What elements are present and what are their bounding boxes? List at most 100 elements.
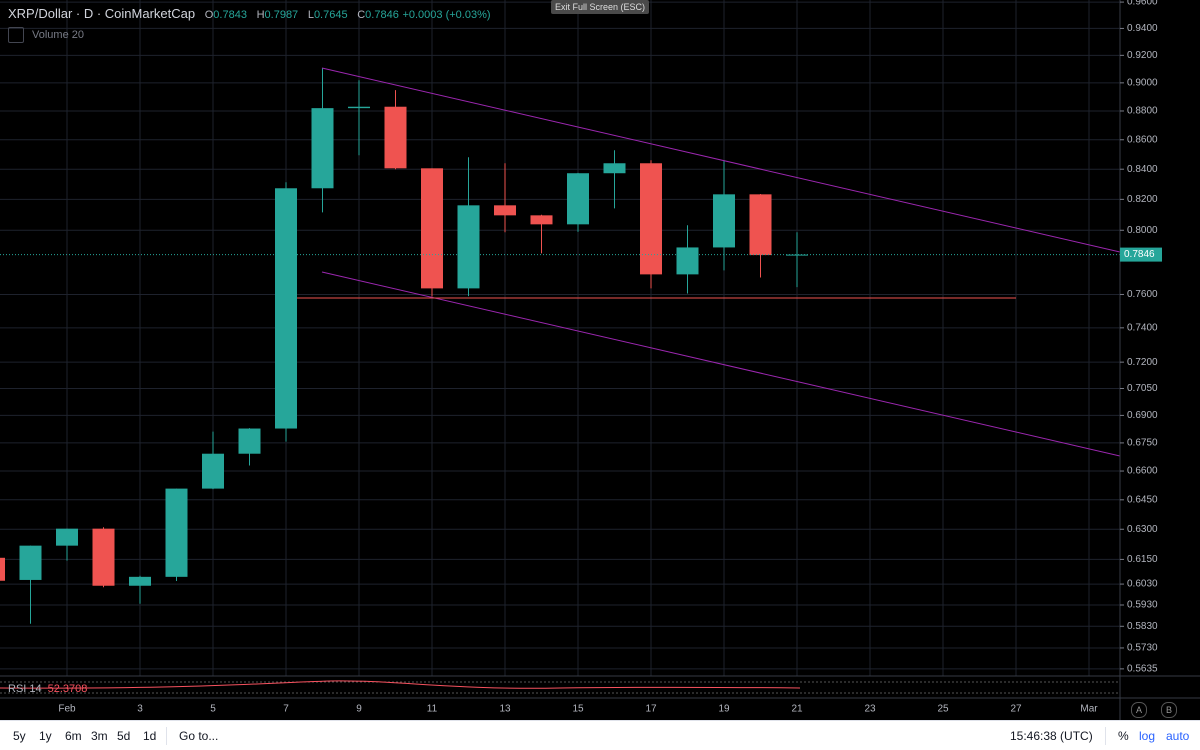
y-tick-label: 0.8400 [1127,164,1158,175]
collapse-button[interactable] [8,27,24,43]
candle-body [348,106,370,109]
toolbar: 5y 1y 6m 3m 5d 1d Go to... 15:46:38 (UTC)% log au… [0,720,1200,750]
y-tick-label: 0.9600 [1127,0,1158,8]
x-tick-label: Mar [1080,704,1098,715]
y-tick-label: 0.9000 [1127,77,1158,88]
range-button[interactable]: 5d [117,729,131,743]
y-tick-label: 0.7600 [1127,289,1158,300]
rsi-value: 52.3708 [47,683,88,695]
y-tick-label: 0.8800 [1127,106,1158,117]
y-tick-label: 0.9200 [1127,50,1158,61]
x-tick-label: 9 [356,704,362,715]
trend-line [321,67,1120,253]
x-tick-label: 5 [210,704,216,715]
x-tick-label: Feb [58,704,76,715]
x-tick-label: 21 [791,704,803,715]
candle-body [530,215,553,225]
candle-body [56,528,78,546]
range-button[interactable]: 5y [13,729,26,743]
candle-body [567,173,589,225]
y-tick-label: 0.6600 [1127,466,1158,477]
y-tick-label: 0.8000 [1127,225,1158,236]
candle-body [421,168,443,289]
x-tick-label: 13 [499,704,511,715]
clock: 15:46:38 (UTC) [1010,729,1093,743]
symbol-title: XRP/Dollar · D · CoinMarketCap [8,6,196,21]
separator [166,727,167,745]
candle-body [238,428,261,454]
candle-body [165,488,188,577]
y-tick-label: 0.5635 [1127,664,1158,675]
separator [1105,727,1106,745]
legend: XRP/Dollar · D · CoinMarketCap O0.7843 H… [8,6,491,21]
candle-body [749,194,772,256]
x-tick-label: 15 [572,704,584,715]
y-tick-label: 0.5730 [1127,643,1158,654]
scale-option[interactable]: auto [1166,729,1190,743]
x-tick-label: 11 [427,704,438,715]
ohlc-value: 0.7843 [213,9,247,21]
y-tick-label: 0.6300 [1127,524,1158,535]
candle-body [19,545,42,580]
y-tick-label: 0.7050 [1127,383,1158,394]
exit-fullscreen[interactable]: Exit Full Screen (ESC) [551,0,649,14]
y-tick-label: 0.6750 [1127,438,1158,449]
x-tick-label: 19 [718,704,730,715]
candle-body [0,557,5,581]
badge[interactable]: B [1161,702,1177,718]
x-tick-label: 3 [137,704,143,715]
rsi-line [0,680,801,689]
ohlc-key: O [204,9,214,21]
ohlc-value: 0.7645 [313,9,348,21]
candle-body [603,163,626,174]
axes: 0.9600 0.9400 0.9200 0.9000 0.8800 0.8600 0.84… [58,0,1162,715]
range-button[interactable]: 3m [91,729,108,743]
y-tick-label: 0.7200 [1127,357,1158,368]
range-button[interactable]: 6m [65,729,82,743]
candle-body [384,106,407,169]
volume-legend: Volume 20 [8,27,84,43]
plot [0,68,1120,624]
candle-body [311,108,334,189]
scale-option[interactable]: log [1139,729,1156,743]
trend-line [321,271,1120,457]
ohlc-value: 0.7987 [264,9,299,21]
chart: 0.9600 0.9400 0.9200 0.9000 0.8800 0.8600 0.84… [0,0,1200,720]
x-tick-label: 17 [645,704,657,715]
ohlc-key: H [256,9,265,21]
candle-body [275,188,297,429]
range-button[interactable]: 1d [143,729,157,743]
x-tick-label: 23 [864,704,876,715]
rsi-legend: RSI 14 52.3708 [8,683,87,695]
x-tick-label: 27 [1010,704,1022,715]
candle-body [129,576,151,586]
candle-body [786,254,808,256]
x-tick-label: 25 [937,704,949,715]
ohlc-key: C [357,9,366,21]
last-price-box [1120,247,1162,262]
scale-option[interactable]: % [1118,729,1129,743]
candle-body [202,453,224,489]
badge[interactable]: A [1131,702,1147,718]
candle-body [457,205,480,289]
goto-button[interactable]: Go to... [179,729,219,743]
y-tick-label: 0.5830 [1127,621,1158,632]
volume-label: Volume 20 [32,29,84,41]
ohlc-key: L [307,9,314,21]
y-tick-label: 0.6900 [1127,410,1158,421]
change: +0.0003 (+0.03%) [402,9,491,21]
y-tick-label: 0.8600 [1127,134,1158,145]
y-tick-label: 0.7400 [1127,322,1158,333]
y-tick-label: 0.9400 [1127,23,1158,34]
candle-body [713,194,735,248]
range-button[interactable]: 1y [39,729,52,743]
candle-body [92,528,115,586]
candle-body [676,247,699,275]
rsi-label: RSI 14 [8,683,42,695]
grid [0,0,1120,676]
y-tick-label: 0.5930 [1127,600,1158,611]
y-tick-label: 0.6450 [1127,494,1158,505]
candle-body [640,163,662,275]
last-price-label: 0.7846 [1124,249,1155,260]
